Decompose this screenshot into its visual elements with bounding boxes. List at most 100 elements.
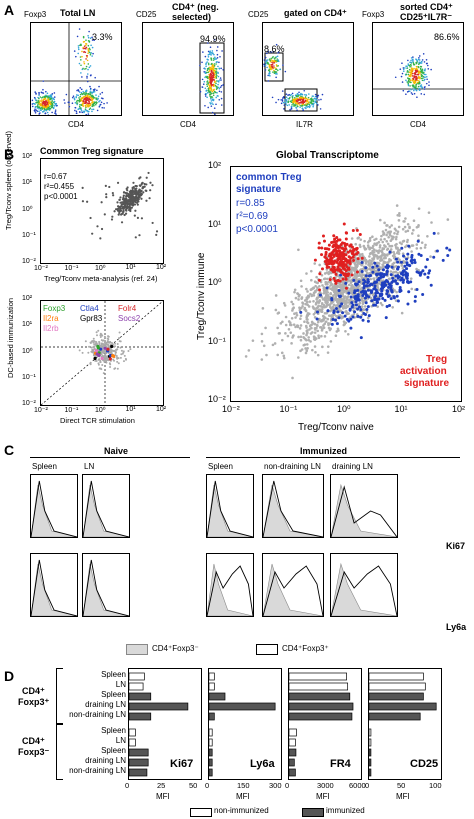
- flow-event: [88, 96, 91, 98]
- data-point: [395, 290, 398, 294]
- flow-event: [296, 109, 298, 112]
- flow-event: [215, 85, 217, 88]
- activation-point: [344, 277, 348, 281]
- data-point: [99, 335, 102, 338]
- flow-event: [205, 92, 207, 95]
- flow-event: [78, 62, 81, 65]
- flow-event: [87, 39, 90, 42]
- legend-black-label: CD4⁺Foxp3⁺: [282, 644, 329, 653]
- data-point: [276, 326, 279, 330]
- flow-event: [79, 111, 81, 113]
- data-point: [247, 349, 251, 352]
- signature-point: [413, 295, 417, 299]
- data-point: [104, 184, 107, 187]
- data-point: [101, 350, 104, 353]
- flow-event: [409, 79, 412, 82]
- data-point: [140, 183, 143, 186]
- flow-event: [267, 50, 270, 53]
- data-point: [350, 284, 354, 287]
- flow-event: [420, 75, 423, 78]
- data-point: [366, 316, 370, 320]
- signature-point: [377, 272, 381, 276]
- signature-point: [371, 270, 375, 274]
- flow-event: [78, 105, 81, 108]
- data-point: [142, 191, 145, 194]
- flow-event: [304, 97, 307, 99]
- flow-event: [42, 99, 44, 102]
- data-point: [311, 331, 314, 334]
- data-point: [324, 294, 328, 298]
- data-point: [105, 352, 108, 355]
- flow-event: [220, 84, 223, 87]
- flow-event: [284, 70, 287, 73]
- data-point: [113, 210, 116, 213]
- flow-event: [100, 101, 103, 104]
- flow-event: [215, 63, 217, 65]
- data-point: [260, 332, 264, 336]
- flow-event: [36, 110, 39, 112]
- flow-event: [263, 63, 265, 66]
- flow-event: [73, 98, 76, 101]
- flow-event: [402, 67, 405, 69]
- flow-event: [34, 106, 37, 109]
- data-point: [371, 249, 374, 253]
- data-point: [306, 314, 310, 317]
- signature-point: [419, 254, 423, 258]
- flow-event: [213, 107, 216, 109]
- data-point: [303, 299, 307, 302]
- data-point: [345, 280, 349, 283]
- scatter3-stat-r2: r²=0.69: [236, 211, 268, 222]
- flow-event: [409, 90, 411, 93]
- flow-event: [276, 55, 279, 58]
- flow-event: [83, 62, 86, 65]
- flow-event: [37, 100, 40, 102]
- bar: [288, 768, 296, 777]
- flow-event: [45, 103, 48, 106]
- data-point: [395, 235, 398, 239]
- flow-event: [44, 96, 47, 98]
- data-point: [289, 331, 293, 334]
- data-point: [352, 286, 356, 290]
- flow-event: [91, 103, 94, 106]
- flow-event: [213, 88, 215, 91]
- data-point: [312, 335, 316, 339]
- data-point: [376, 257, 379, 260]
- data-point: [415, 226, 419, 229]
- flow-event: [86, 77, 88, 79]
- y-tick-label: 10⁰: [22, 348, 33, 355]
- activation-point: [338, 238, 342, 242]
- flow-event: [298, 101, 301, 104]
- flow-event: [34, 110, 36, 113]
- data-point: [417, 223, 420, 227]
- signature-point: [326, 309, 330, 313]
- flow-event: [319, 108, 322, 110]
- flow-event: [80, 43, 82, 46]
- flow-event: [82, 90, 84, 93]
- flow-event: [291, 92, 294, 95]
- data-point: [363, 305, 367, 308]
- data-point: [291, 307, 295, 311]
- flow-event: [409, 75, 412, 78]
- flow-event: [49, 94, 52, 97]
- data-point: [389, 230, 393, 233]
- flow-event: [44, 112, 47, 115]
- data-point: [326, 317, 330, 321]
- signature-point: [379, 276, 383, 280]
- data-point: [309, 269, 313, 273]
- data-point: [122, 207, 125, 210]
- flow-event: [45, 109, 47, 112]
- scatter1-svg: [81, 171, 159, 240]
- flow-event: [414, 78, 417, 80]
- data-point: [353, 273, 356, 276]
- flow-event: [284, 101, 287, 104]
- flow-event: [42, 92, 45, 94]
- flow-event: [415, 77, 418, 79]
- flow-event: [220, 91, 223, 93]
- flow-event: [84, 44, 87, 47]
- data-point: [354, 256, 357, 260]
- flow-event: [96, 89, 98, 92]
- flow-event: [204, 55, 207, 58]
- flow-event: [75, 55, 77, 58]
- flow-event: [275, 68, 278, 71]
- data-point: [340, 287, 343, 291]
